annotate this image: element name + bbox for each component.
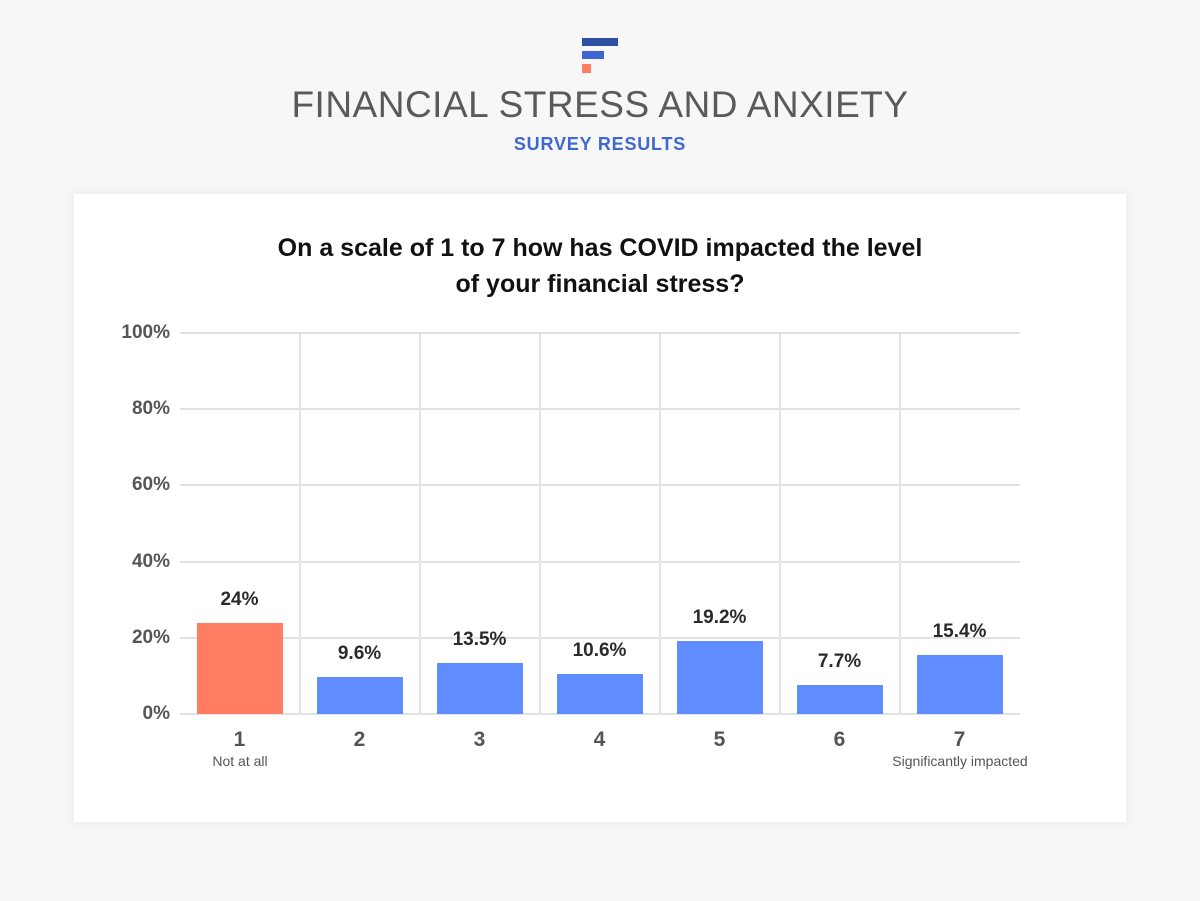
bar-4 [557, 673, 643, 714]
gridline-horizontal [180, 713, 1020, 715]
bar-1 [197, 622, 283, 714]
bar-value-label: 7.7% [817, 650, 862, 672]
page-title: FINANCIAL STRESS AND ANXIETY [291, 84, 909, 125]
gridline-vertical [539, 333, 541, 714]
bar-value-label: 19.2% [692, 606, 747, 628]
gridline-horizontal [180, 636, 1020, 639]
gridline-vertical [299, 333, 301, 714]
gridline-horizontal [180, 560, 1020, 563]
y-tick-label: 0% [142, 703, 170, 724]
bar-2 [317, 677, 403, 714]
x-category-label: 5 [713, 728, 726, 751]
bar-3 [437, 662, 523, 714]
bar-value-label: 24% [220, 588, 259, 610]
gridline-horizontal [180, 484, 1020, 487]
x-category-label: 1 [233, 728, 246, 751]
bar-7 [917, 655, 1003, 714]
chart-title-line-1: On a scale of 1 to 7 how has COVID impac… [277, 234, 923, 262]
logo-bar-top [582, 38, 618, 46]
bar-value-label: 9.6% [337, 643, 382, 665]
bar-value-label: 13.5% [452, 628, 507, 650]
logo-bar-middle [582, 51, 604, 59]
x-category-label: 7 [953, 728, 966, 751]
x-category-label: 3 [473, 728, 486, 751]
gridline-horizontal [180, 332, 1020, 334]
gridline-vertical [899, 333, 901, 714]
x-category-label: 2 [353, 728, 366, 751]
chart-title: On a scale of 1 to 7 how has COVID impac… [0, 230, 1200, 302]
gridline-vertical [419, 333, 421, 714]
y-tick-label: 60% [131, 474, 170, 496]
y-tick-label: 100% [121, 322, 170, 343]
logo-square [582, 64, 591, 73]
bar-6 [797, 684, 883, 714]
gridline-vertical [779, 333, 781, 714]
plot-area [180, 332, 1020, 715]
x-category-sublabel: Significantly impacted [892, 753, 1028, 769]
chart-title-line-2: of your financial stress? [455, 270, 745, 298]
gridline-vertical [659, 333, 661, 714]
gridline-horizontal [180, 408, 1020, 411]
bar-value-label: 15.4% [932, 621, 987, 643]
y-tick-label: 80% [131, 398, 170, 420]
y-tick-label: 40% [131, 550, 170, 572]
x-category-label: 6 [833, 728, 846, 751]
bar-value-label: 10.6% [572, 639, 627, 661]
logo-icon [582, 38, 620, 74]
chart-card [74, 194, 1126, 822]
y-tick-label: 20% [131, 626, 170, 648]
page-subtitle: SURVEY RESULTS [513, 134, 687, 154]
bar-5 [677, 640, 763, 714]
x-category-sublabel: Not at all [212, 753, 268, 769]
x-category-label: 4 [593, 728, 606, 751]
